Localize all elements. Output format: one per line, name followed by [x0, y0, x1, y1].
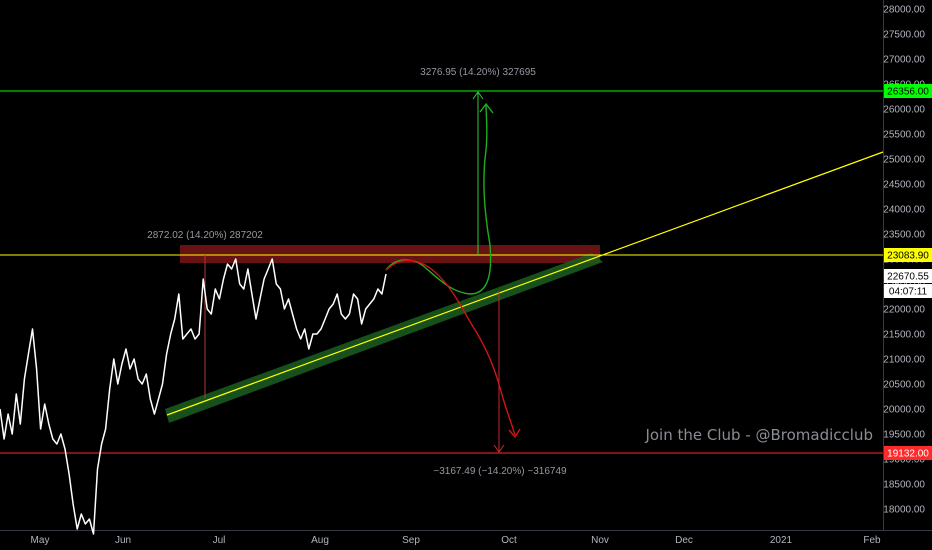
stop-price-tag[interactable]: 19132.00	[884, 446, 932, 460]
time-axis-label: Nov	[591, 535, 609, 546]
price-axis-tick-label: 21000.00	[883, 355, 925, 366]
target-price-tag-bg	[884, 84, 932, 98]
time-axis-label: Jul	[213, 535, 226, 546]
price-axis-tick-label: 21500.00	[883, 330, 925, 341]
time-axis-label: Sep	[402, 535, 420, 546]
trend-line[interactable]	[166, 151, 884, 416]
time-axis-label: Feb	[863, 535, 881, 546]
last-price-tag-bg	[884, 269, 932, 283]
price-axis-tick-label: 19500.00	[883, 430, 925, 441]
stop-price-tag-bg	[884, 446, 932, 460]
time-axis-label: Oct	[501, 535, 517, 546]
price-axis-tick-label: 27500.00	[883, 30, 925, 41]
price-axis-tick-label: 24500.00	[883, 180, 925, 191]
stop-price-tag-label: 19132.00	[887, 449, 929, 460]
price-axis-tick-label: 20500.00	[883, 380, 925, 391]
resistance-zone[interactable]	[180, 245, 600, 263]
watermark-text: Join the Club - @Bromadicclub	[644, 426, 873, 444]
countdown-tag-label: 04:07:11	[889, 287, 928, 298]
down-measure-label: −3167.49 (−14.20%) −316749	[433, 466, 567, 477]
price-axis-tick-label: 22000.00	[883, 305, 925, 316]
price-axis-tick-label: 23500.00	[883, 230, 925, 241]
bullish-projection-path[interactable]	[385, 104, 492, 295]
resistance-price-tag-label: 23083.90	[887, 251, 929, 262]
time-axis-label: Aug	[311, 535, 329, 546]
bearish-projection-path[interactable]	[385, 259, 516, 436]
time-axis-label: Jun	[115, 535, 131, 546]
price-axis-tick-label: 26000.00	[883, 105, 925, 116]
resistance-price-tag[interactable]: 23083.90	[884, 248, 932, 262]
price-axis-tick-label: 18000.00	[883, 505, 925, 516]
price-axis-tick-label: 24000.00	[883, 205, 925, 216]
bearish-projection-arrowhead	[508, 428, 521, 439]
price-axis-tick-label: 20000.00	[883, 405, 925, 416]
time-axis-label: Dec	[675, 535, 693, 546]
up-measure-arrowhead	[472, 91, 484, 100]
countdown-tag-bg	[884, 284, 932, 298]
range-measure-label: 2872.02 (14.20%) 287202	[147, 230, 263, 241]
bullish-projection-arrowhead	[479, 102, 494, 114]
last-price-tag-label: 22670.55	[887, 272, 929, 283]
target-price-tag-label: 26356.00	[887, 87, 929, 98]
time-axis-label: 2021	[770, 535, 793, 546]
last-price-tag[interactable]: 22670.55	[884, 269, 932, 283]
price-axis-tick-label: 28000.00	[883, 5, 925, 16]
time-axis-label: May	[31, 535, 50, 546]
time-axis[interactable]: May Jun Jul Aug Sep Oct Nov Dec 2021 Feb	[31, 535, 882, 546]
price-series-line[interactable]	[0, 258, 387, 535]
target-price-tag[interactable]: 26356.00	[884, 84, 932, 98]
price-axis-tick-label: 25000.00	[883, 155, 925, 166]
price-axis-tick-label: 25500.00	[883, 130, 925, 141]
countdown-tag[interactable]: 04:07:11	[884, 284, 932, 298]
up-measure-label: 3276.95 (14.20%) 327695	[420, 67, 536, 78]
down-measure-arrowhead	[493, 444, 505, 453]
price-axis-tick-label: 18500.00	[883, 480, 925, 491]
price-axis-tick-label: 27000.00	[883, 55, 925, 66]
resistance-price-tag-bg	[884, 248, 932, 262]
